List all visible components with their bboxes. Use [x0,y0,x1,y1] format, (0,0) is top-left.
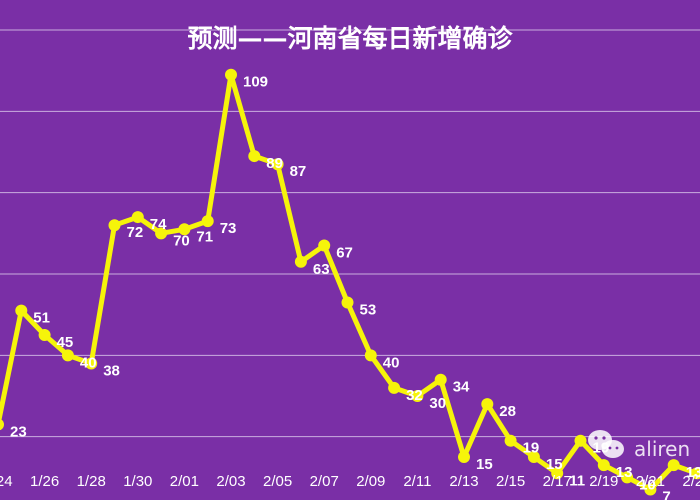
data-point [201,215,214,228]
data-label: 72 [127,224,144,241]
data-point [691,467,700,480]
x-tick-label: 2/13 [449,473,478,490]
data-point [434,373,447,386]
data-point [481,398,494,411]
x-tick-label: 1/30 [123,473,152,490]
watermark: aliren [588,430,690,461]
data-label: 40 [383,354,400,371]
data-point [85,357,98,370]
data-point [0,418,4,431]
data-label: 89 [266,155,283,172]
data-point [61,349,74,362]
data-label: 10 [639,476,656,493]
x-tick-label: 2/15 [496,473,525,490]
data-point [271,158,284,171]
x-tick-label: 1/28 [77,473,106,490]
data-point [38,329,51,341]
data-label: 71 [196,228,213,245]
x-tick-label: 1/26 [30,473,59,490]
data-label: 73 [220,220,237,237]
data-label: 30 [429,395,446,412]
data-point [551,467,564,480]
data-label: 11 [569,472,585,489]
data-label: 53 [360,301,377,318]
x-tick-label: 2/17 [543,473,572,490]
data-label: 15 [476,456,493,473]
data-point [574,434,587,447]
data-label: 45 [57,334,74,351]
x-tick-label: 2/11 [403,473,431,490]
x-tick-label: 2/01 [170,473,199,490]
data-point [388,381,401,394]
x-tick-label: 2/05 [263,473,292,490]
data-label: 87 [290,163,307,180]
data-label: 63 [313,261,330,278]
data-point [15,304,28,317]
x-tick-label: 2/19 [589,473,618,490]
watermark-text: aliren [634,437,690,461]
data-label: 15 [546,456,563,473]
data-label: 67 [336,245,353,262]
data-labels: 23 51 45 40 38 72 74 70 71 73 109 89 87 63 67 53 40 32 30 3… [10,74,700,500]
data-point [411,390,424,402]
data-point [225,68,237,81]
data-label: 40 [80,354,97,371]
data-points [0,68,700,496]
data-label: 38 [103,362,120,379]
x-tick-label: 2/21 [636,473,665,490]
data-label: 70 [173,232,190,249]
data-label: 13 [686,464,700,481]
data-point [504,434,517,447]
x-tick-label: 2/03 [216,473,245,490]
data-label: 28 [499,403,516,420]
data-point [108,219,121,232]
data-label: 13 [616,464,633,481]
data-point [667,459,680,472]
data-label: 19 [523,440,540,457]
data-point [178,223,191,236]
data-label: 32 [406,387,423,404]
data-point [248,150,261,163]
data-point [644,483,657,496]
data-label: 23 [10,423,27,440]
data-point [527,451,540,463]
grid-lines [0,29,700,438]
data-label: 7 [662,489,670,500]
x-tick-label: 2/23 [682,473,700,490]
data-point [341,296,354,309]
data-label: 34 [453,379,470,396]
data-point [621,471,634,484]
data-point [597,459,610,472]
data-label: 109 [243,74,268,91]
data-label: 74 [150,216,167,233]
data-label: 51 [33,310,50,327]
chart-title: 预测——河南省每日新增确诊 [187,24,513,53]
data-point [155,227,168,240]
x-tick-label: 1/24 [0,473,13,490]
x-tick-label: 2/07 [310,473,339,490]
data-point [318,239,331,252]
data-point [294,255,307,268]
data-point [364,349,377,362]
x-axis-tick-labels: 1/24 1/26 1/28 1/30 2/01 2/03 2/05 2/07 2/09 2/11… [0,473,700,490]
data-point [458,451,470,463]
x-tick-label: 2/09 [356,473,385,490]
wechat-icon [588,430,624,458]
data-point [131,211,144,224]
